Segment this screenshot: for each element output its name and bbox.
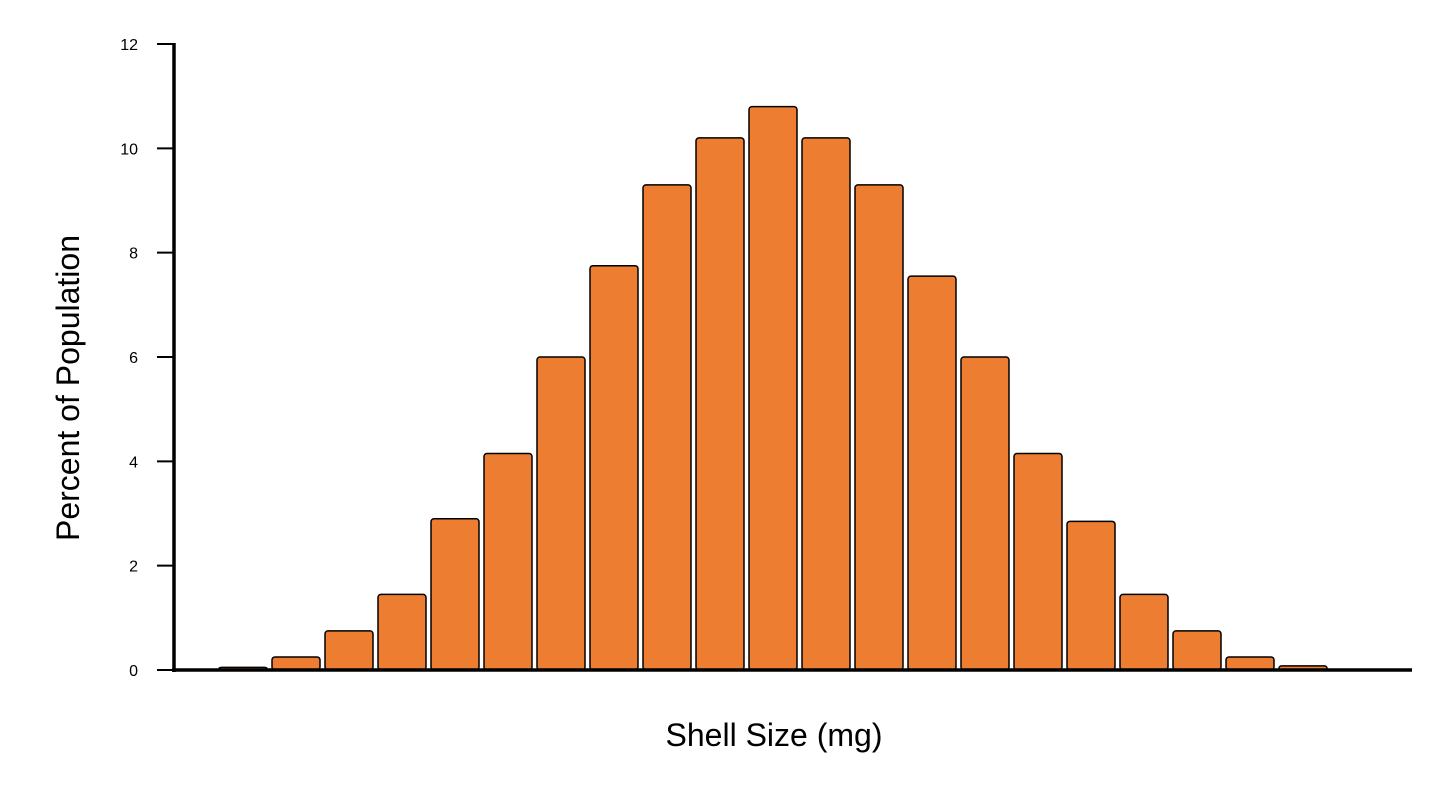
y-tick-label: 2 — [129, 559, 138, 576]
y-tick-label: 6 — [129, 350, 138, 367]
histogram-bar — [324, 630, 374, 671]
histogram-bar — [907, 275, 957, 671]
histogram-bar — [589, 264, 639, 671]
x-axis-title: Shell Size (mg) — [666, 717, 883, 753]
histogram-bar — [1066, 520, 1116, 671]
y-tick-label: 12 — [120, 37, 138, 54]
y-tick-label: 4 — [129, 454, 138, 471]
histogram-bar — [642, 184, 692, 671]
histogram-bar — [1119, 593, 1169, 671]
histogram-bar — [695, 137, 745, 671]
y-tick-label: 8 — [129, 246, 138, 263]
histogram-bar — [1013, 452, 1063, 671]
histogram-bar — [1225, 656, 1275, 671]
bars-layer — [218, 105, 1328, 671]
histogram-bar — [1172, 630, 1222, 671]
y-tick-label: 0 — [129, 663, 138, 680]
histogram-bar — [430, 517, 480, 671]
y-ticks-layer: 0 2 4 6 8 10 12 — [120, 37, 174, 680]
y-axis-title: Percent of Population — [50, 235, 86, 541]
histogram-bar — [960, 356, 1010, 671]
histogram-bar — [271, 656, 321, 671]
histogram-bar — [377, 593, 427, 671]
histogram-bar — [801, 137, 851, 671]
histogram-bar — [748, 105, 798, 671]
y-tick-label: 10 — [120, 141, 138, 158]
histogram-bar — [483, 452, 533, 671]
histogram-bar — [536, 356, 586, 671]
histogram-bar — [854, 184, 904, 671]
